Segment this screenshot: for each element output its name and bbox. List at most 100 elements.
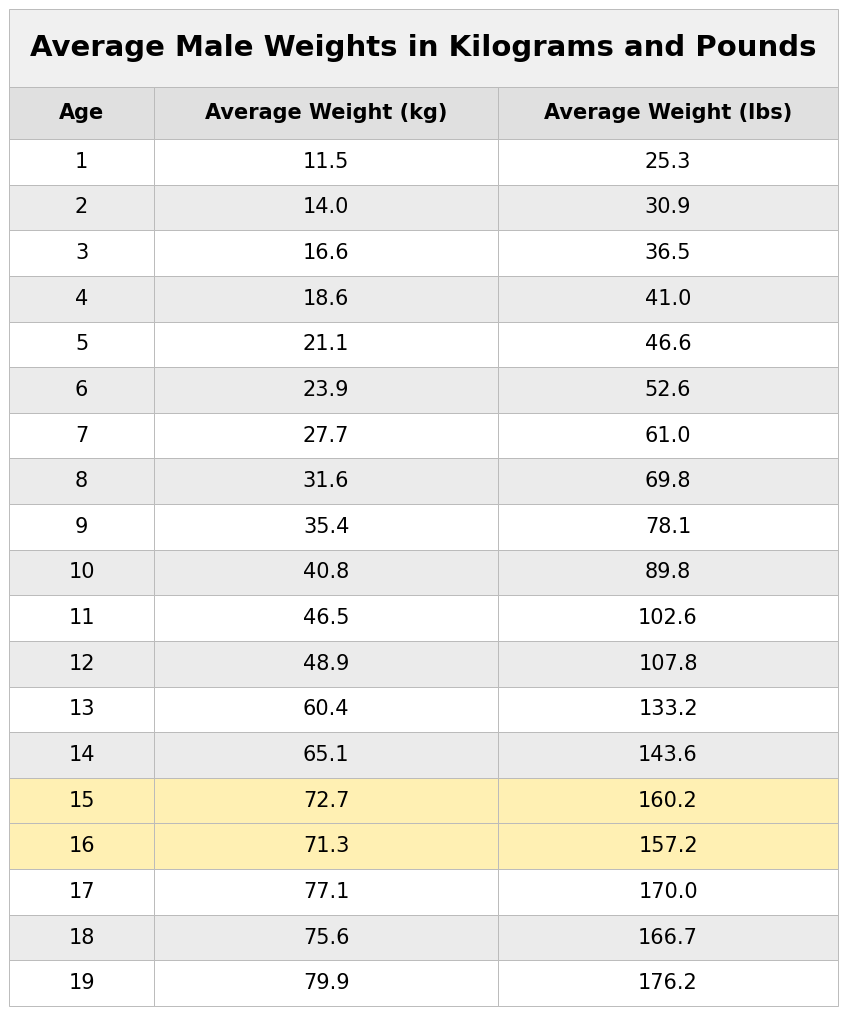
Bar <box>9 9 838 87</box>
Bar <box>498 595 838 641</box>
Text: 107.8: 107.8 <box>639 653 698 674</box>
Text: 14.0: 14.0 <box>303 198 349 217</box>
Text: 18: 18 <box>69 928 95 947</box>
Bar <box>9 368 154 413</box>
Bar <box>498 504 838 550</box>
Text: 79.9: 79.9 <box>302 973 350 993</box>
Bar <box>498 275 838 322</box>
Text: 143.6: 143.6 <box>638 745 698 765</box>
Bar <box>9 641 154 686</box>
Bar <box>498 459 838 504</box>
Text: Average Weight (kg): Average Weight (kg) <box>205 103 447 123</box>
Text: 31.6: 31.6 <box>303 471 349 492</box>
Text: 30.9: 30.9 <box>645 198 691 217</box>
Text: 9: 9 <box>75 517 88 537</box>
Text: 133.2: 133.2 <box>639 699 698 720</box>
Bar <box>154 368 498 413</box>
Bar <box>154 139 498 184</box>
Bar <box>154 459 498 504</box>
Bar <box>9 459 154 504</box>
Bar <box>498 184 838 230</box>
Bar <box>9 823 154 869</box>
Bar <box>9 961 154 1006</box>
Text: 36.5: 36.5 <box>645 243 691 263</box>
Text: 14: 14 <box>69 745 95 765</box>
Text: 12: 12 <box>69 653 95 674</box>
Text: 166.7: 166.7 <box>638 928 698 947</box>
Bar <box>498 550 838 595</box>
Bar <box>154 961 498 1006</box>
Bar <box>154 275 498 322</box>
Bar <box>498 778 838 823</box>
Bar <box>154 869 498 914</box>
Bar <box>154 595 498 641</box>
Bar <box>9 322 154 368</box>
Text: 18.6: 18.6 <box>303 289 349 308</box>
Bar <box>154 184 498 230</box>
Bar <box>154 504 498 550</box>
Bar <box>9 550 154 595</box>
Text: 89.8: 89.8 <box>645 562 691 583</box>
Text: 15: 15 <box>69 791 95 811</box>
Bar <box>498 869 838 914</box>
Bar <box>498 87 838 139</box>
Bar <box>498 230 838 275</box>
Text: 21.1: 21.1 <box>303 335 349 354</box>
Text: 157.2: 157.2 <box>639 837 698 856</box>
Text: 52.6: 52.6 <box>645 380 691 400</box>
Text: 19: 19 <box>69 973 95 993</box>
Bar <box>498 686 838 732</box>
Bar <box>498 961 838 1006</box>
Text: 3: 3 <box>75 243 88 263</box>
Bar <box>154 914 498 961</box>
Bar <box>154 413 498 459</box>
Bar <box>498 914 838 961</box>
Bar <box>9 686 154 732</box>
Text: 40.8: 40.8 <box>303 562 349 583</box>
Text: 16.6: 16.6 <box>302 243 350 263</box>
Text: 8: 8 <box>75 471 88 492</box>
Bar <box>498 732 838 778</box>
Text: 170.0: 170.0 <box>639 882 698 902</box>
Text: 78.1: 78.1 <box>645 517 691 537</box>
Bar <box>9 230 154 275</box>
Bar <box>154 686 498 732</box>
Text: 35.4: 35.4 <box>303 517 349 537</box>
Text: 23.9: 23.9 <box>303 380 349 400</box>
Bar <box>9 869 154 914</box>
Bar <box>154 823 498 869</box>
Text: Average Weight (lbs): Average Weight (lbs) <box>544 103 792 123</box>
Bar <box>154 641 498 686</box>
Bar <box>9 504 154 550</box>
Text: 48.9: 48.9 <box>303 653 349 674</box>
Text: 72.7: 72.7 <box>303 791 349 811</box>
Bar <box>9 139 154 184</box>
Bar <box>498 322 838 368</box>
Bar <box>9 595 154 641</box>
Text: 160.2: 160.2 <box>638 791 698 811</box>
Text: 2: 2 <box>75 198 88 217</box>
Text: 41.0: 41.0 <box>645 289 691 308</box>
Text: 11.5: 11.5 <box>303 152 349 172</box>
Text: 7: 7 <box>75 426 88 445</box>
Text: 75.6: 75.6 <box>303 928 349 947</box>
Bar <box>9 732 154 778</box>
Text: 61.0: 61.0 <box>645 426 691 445</box>
Text: 1: 1 <box>75 152 88 172</box>
Text: 176.2: 176.2 <box>638 973 698 993</box>
Text: 69.8: 69.8 <box>645 471 691 492</box>
Bar <box>9 778 154 823</box>
Text: Average Male Weights in Kilograms and Pounds: Average Male Weights in Kilograms and Po… <box>30 34 817 62</box>
Bar <box>154 322 498 368</box>
Text: 4: 4 <box>75 289 88 308</box>
Text: 71.3: 71.3 <box>303 837 349 856</box>
Text: 13: 13 <box>69 699 95 720</box>
Bar <box>154 87 498 139</box>
Text: 46.6: 46.6 <box>645 335 691 354</box>
Bar <box>9 275 154 322</box>
Bar <box>9 184 154 230</box>
Text: 17: 17 <box>69 882 95 902</box>
Bar <box>9 413 154 459</box>
Bar <box>498 139 838 184</box>
Text: 102.6: 102.6 <box>638 608 698 628</box>
